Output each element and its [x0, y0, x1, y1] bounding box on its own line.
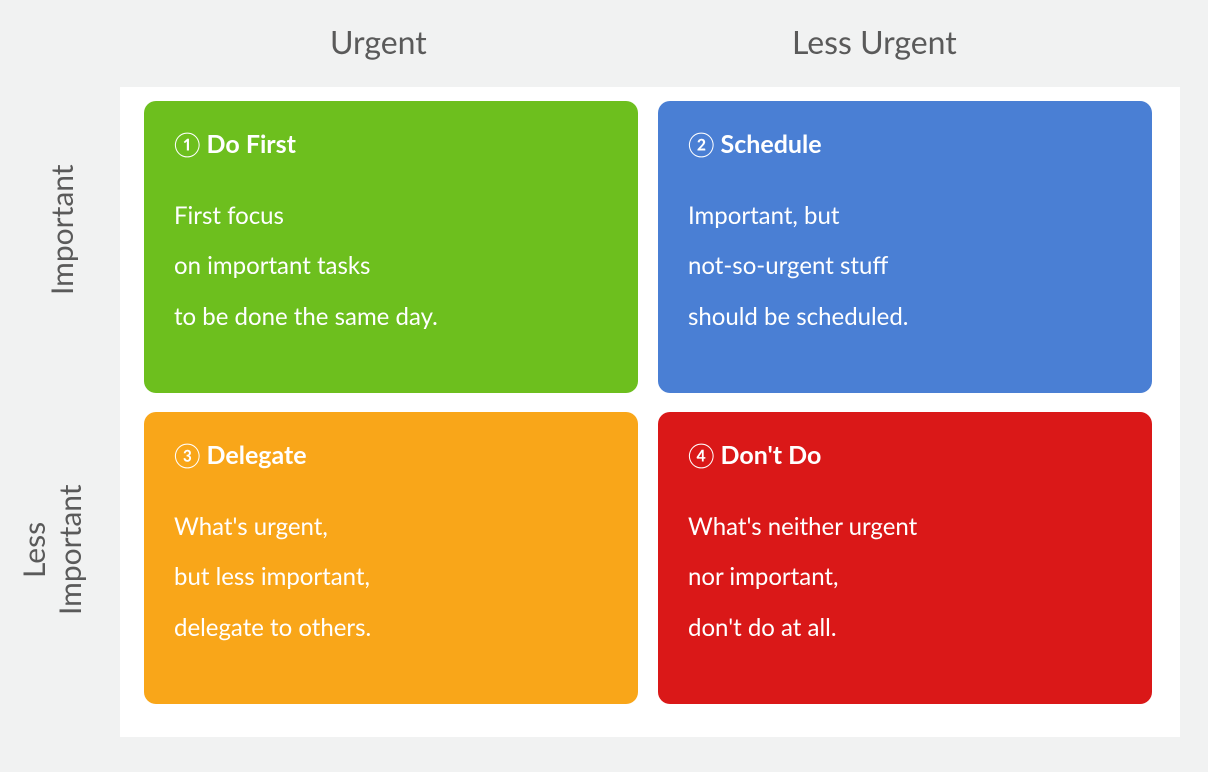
row-label-important: Important	[44, 130, 80, 330]
column-header-urgent: Urgent	[330, 22, 427, 61]
desc-line: What's neither urgent	[688, 502, 1122, 552]
desc-line: to be done the same day.	[174, 292, 608, 342]
desc-line: on important tasks	[174, 241, 608, 291]
quadrant-title: ④ Don't Do	[688, 440, 1122, 470]
desc-line: Important, but	[688, 191, 1122, 241]
desc-line: nor important,	[688, 552, 1122, 602]
desc-line: not-so-urgent stuff	[688, 241, 1122, 291]
quadrant-title-text: Do First	[207, 129, 296, 159]
desc-line: don't do at all.	[688, 603, 1122, 653]
quadrant-description: What's neither urgent nor important, don…	[688, 502, 1122, 653]
quadrant-description: First focus on important tasks to be don…	[174, 191, 608, 342]
quadrant-do-first: ① Do First First focus on important task…	[144, 101, 638, 393]
desc-line: delegate to others.	[174, 603, 608, 653]
quadrant-title-text: Delegate	[207, 440, 307, 470]
desc-line: should be scheduled.	[688, 292, 1122, 342]
row-label-less-line1: Less	[16, 522, 52, 578]
circled-number-icon: ②	[688, 130, 715, 159]
quadrant-title: ② Schedule	[688, 129, 1122, 159]
quadrant-title-text: Don't Do	[721, 440, 822, 470]
desc-line: First focus	[174, 191, 608, 241]
column-header-less-urgent: Less Urgent	[792, 22, 957, 61]
matrix-grid: ① Do First First focus on important task…	[120, 87, 1180, 737]
quadrant-description: What's urgent, but less important, deleg…	[174, 502, 608, 653]
quadrant-delegate: ③ Delegate What's urgent, but less impor…	[144, 412, 638, 704]
row-label-less-line2: Important	[52, 485, 88, 616]
desc-line: What's urgent,	[174, 502, 608, 552]
circled-number-icon: ③	[174, 441, 201, 470]
circled-number-icon: ①	[174, 130, 201, 159]
circled-number-icon: ④	[688, 441, 715, 470]
quadrant-dont-do: ④ Don't Do What's neither urgent nor imp…	[658, 412, 1152, 704]
quadrant-title: ③ Delegate	[174, 440, 608, 470]
quadrant-title-text: Schedule	[721, 129, 822, 159]
quadrant-schedule: ② Schedule Important, but not-so-urgent …	[658, 101, 1152, 393]
desc-line: but less important,	[174, 552, 608, 602]
eisenhower-matrix: Urgent Less Urgent Important Less Import…	[0, 0, 1208, 772]
row-label-less-important: Less Important	[16, 420, 88, 680]
quadrant-title: ① Do First	[174, 129, 608, 159]
quadrant-description: Important, but not-so-urgent stuff shoul…	[688, 191, 1122, 342]
